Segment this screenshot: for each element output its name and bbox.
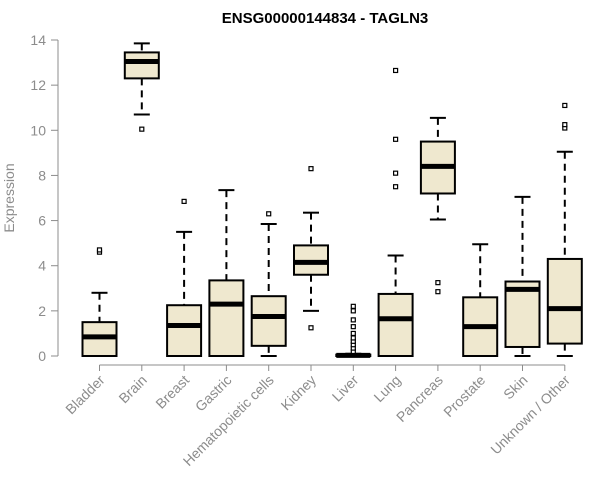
x-tick-label: Prostate bbox=[440, 372, 488, 420]
outlier-point bbox=[393, 184, 399, 190]
box-breast bbox=[166, 198, 203, 358]
box-liver bbox=[335, 303, 372, 358]
outlier-point bbox=[562, 122, 568, 128]
y-tick-label: 14 bbox=[30, 32, 46, 48]
outlier-point bbox=[562, 102, 568, 109]
x-tick-label: Liver bbox=[329, 372, 362, 405]
box-brain bbox=[123, 42, 160, 132]
x-tick-label: Bladder bbox=[62, 372, 108, 418]
y-tick-label: 8 bbox=[38, 167, 46, 183]
outlier-point bbox=[96, 247, 103, 253]
y-tick-label: 12 bbox=[30, 77, 46, 93]
x-tick-label: Unknown / Other bbox=[487, 372, 573, 458]
outlier-point bbox=[435, 280, 441, 286]
outlier-point bbox=[181, 198, 187, 204]
outlier-point bbox=[308, 325, 314, 331]
box-bladder bbox=[81, 247, 118, 357]
outlier-point bbox=[350, 308, 356, 314]
x-tick-label: Pancreas bbox=[393, 372, 446, 425]
outlier-point bbox=[308, 166, 314, 172]
y-axis: 0 2 4 6 8 10 12 14 bbox=[30, 32, 59, 364]
outlier-point bbox=[393, 170, 399, 176]
outlier-point bbox=[435, 289, 441, 295]
box-iqr bbox=[250, 295, 287, 347]
box-iqr bbox=[546, 257, 583, 345]
outlier-point bbox=[393, 136, 399, 142]
y-tick-label: 6 bbox=[38, 213, 46, 229]
box-iqr bbox=[208, 279, 245, 357]
x-tick-label: Kidney bbox=[278, 372, 320, 414]
box-prostate bbox=[462, 243, 499, 358]
outlier-point bbox=[350, 324, 356, 330]
chart-title: ENSG00000144834 - TAGLN3 bbox=[222, 10, 429, 27]
outlier-point bbox=[139, 126, 145, 132]
y-axis-label: Expression bbox=[1, 163, 17, 232]
x-tick-label: Brain bbox=[115, 372, 149, 406]
outlier-point bbox=[393, 67, 399, 74]
box-iqr bbox=[377, 292, 414, 357]
outlier-point bbox=[350, 330, 356, 337]
y-tick-label: 2 bbox=[38, 303, 46, 319]
y-tick-label: 4 bbox=[38, 258, 46, 274]
box-unknown-other bbox=[546, 102, 583, 357]
box-iqr bbox=[123, 51, 160, 80]
box-iqr bbox=[166, 304, 203, 358]
box-hematopoietic-cells bbox=[250, 211, 287, 357]
y-tick-label: 10 bbox=[30, 122, 46, 138]
box-pancreas bbox=[419, 116, 456, 295]
box-skin bbox=[504, 195, 541, 357]
box-lung bbox=[377, 67, 414, 357]
outlier-point bbox=[266, 211, 272, 217]
x-tick-label: Breast bbox=[152, 372, 192, 412]
outlier-point bbox=[350, 303, 356, 309]
box-iqr bbox=[504, 280, 541, 348]
x-tick-label: Skin bbox=[500, 372, 531, 403]
outlier-point bbox=[350, 335, 356, 341]
box-series bbox=[81, 42, 583, 358]
box-gastric bbox=[208, 189, 245, 357]
y-tick-label: 0 bbox=[38, 348, 46, 364]
outlier-point bbox=[350, 317, 356, 323]
box-kidney bbox=[293, 166, 329, 331]
x-tick-label: Lung bbox=[370, 372, 403, 405]
